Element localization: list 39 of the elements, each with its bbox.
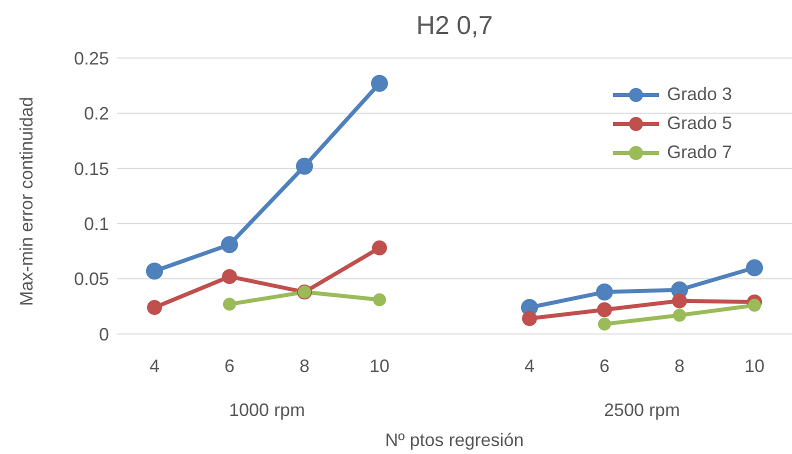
y-tick-label: 0.2	[84, 104, 109, 124]
point	[371, 74, 388, 92]
x-tick-label: 8	[674, 356, 685, 376]
text: 2500 rpm	[604, 400, 680, 420]
y-tick-label: 0.25	[74, 48, 109, 68]
x-tick-label: 10	[369, 356, 390, 376]
point	[222, 269, 237, 284]
point	[147, 300, 162, 316]
y-axis-title: Max-min error continuidad	[16, 96, 36, 306]
x-axis-title: Nº ptos regresión	[385, 430, 524, 450]
text: 1000 rpm	[228, 400, 306, 420]
point	[223, 298, 236, 311]
y-tick-label: 0.1	[84, 214, 109, 234]
point	[748, 298, 761, 312]
x-tick-label: 4	[149, 356, 160, 376]
point	[746, 259, 763, 276]
y-tick-label: 0	[98, 324, 109, 344]
x-tick-label: 10	[744, 356, 765, 376]
y-tick-label: 0.15	[74, 158, 109, 179]
x-tick-label: 6	[599, 356, 610, 376]
point	[296, 158, 313, 175]
point	[598, 318, 611, 331]
point	[672, 293, 687, 308]
x-tick-label: 4	[524, 356, 535, 376]
point	[373, 293, 386, 306]
point	[596, 284, 613, 301]
y-tick-label: 0.05	[74, 269, 109, 290]
point	[673, 308, 686, 322]
point	[372, 240, 387, 256]
point	[146, 262, 163, 280]
chart-title: H2 0,7	[415, 10, 494, 41]
x-tick-label: 6	[224, 356, 235, 376]
point	[597, 302, 612, 318]
legend-label: Grado 5	[666, 112, 732, 135]
legend-label: Grado 7	[666, 141, 732, 164]
point	[522, 311, 537, 326]
legend-label: Grado 3	[666, 83, 732, 106]
point	[221, 236, 238, 254]
x-tick-label: 8	[299, 356, 310, 376]
